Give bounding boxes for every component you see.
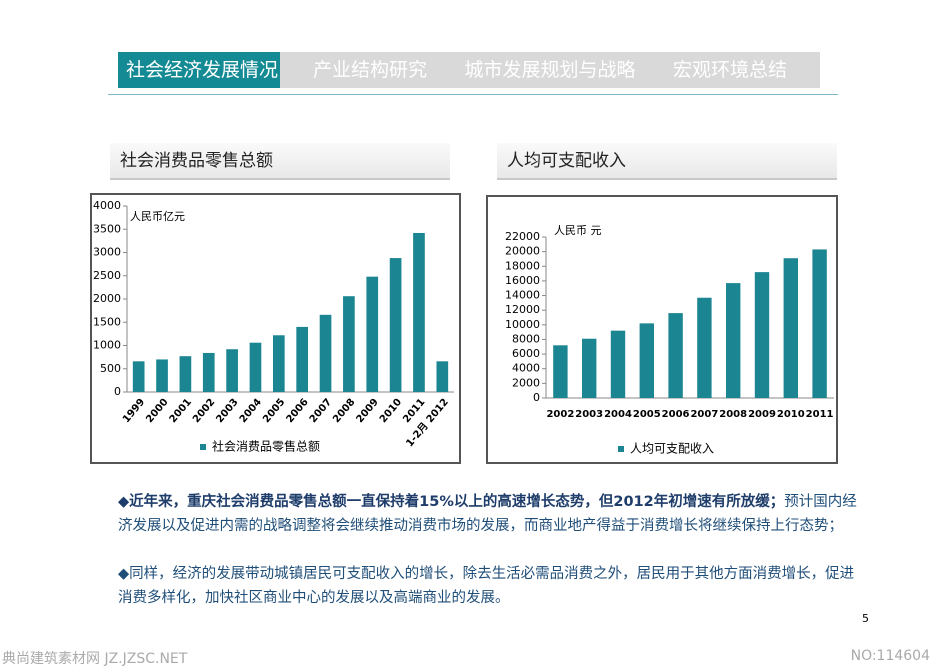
x-tick-label: 2006 <box>284 397 310 425</box>
divider <box>108 94 838 95</box>
x-tick-label: 2008 <box>331 397 357 425</box>
x-tick-label: 2011 <box>806 409 834 420</box>
y-tick-label: 22000 <box>505 230 540 243</box>
bar <box>343 296 355 392</box>
unit-label: 人民币 元 <box>554 224 602 237</box>
x-tick-label: 2009 <box>355 397 381 425</box>
chart-frame: 0 2000 4000 6000 8000 10000 12000 14000 16000 180… <box>486 195 838 464</box>
watermark: NO:114604 <box>850 648 930 664</box>
page-number: 5 <box>862 612 869 625</box>
y-tick-label: 0 <box>114 385 121 398</box>
bar <box>132 361 145 392</box>
x-tick-label: 2010 <box>378 397 404 425</box>
y-tick-label: 1500 <box>93 315 121 328</box>
bar <box>812 249 827 398</box>
bar <box>436 361 449 392</box>
bar <box>697 297 712 398</box>
y-tick-label: 6000 <box>512 347 540 360</box>
chart-frame: 0 500 1000 1500 2000 2500 3000 3500 4000 人民币亿元社会消… <box>90 193 461 464</box>
y-tick-label: 14000 <box>505 289 540 302</box>
bar <box>366 276 379 392</box>
x-tick-label: 2001 <box>168 397 194 425</box>
legend-label: 社会消费品零售总额 <box>212 439 320 454</box>
chart: 0 500 1000 1500 2000 2500 3000 3500 4000 人民币亿元社会消… <box>93 199 454 454</box>
watermark: 典尚建筑素材网 JZ.JZSC.NET <box>2 651 188 667</box>
x-tick-label: 2005 <box>261 397 287 425</box>
x-tick-label: 2010 <box>777 409 805 420</box>
y-tick-label: 0 <box>533 391 540 404</box>
tab[interactable]: 城市发展规划与战略 <box>464 59 636 81</box>
bar <box>389 258 402 392</box>
bar <box>272 335 285 392</box>
bar <box>319 314 332 392</box>
section-title: 人均可支配收入 <box>497 143 837 180</box>
bar <box>226 349 238 392</box>
x-tick-label: 2007 <box>690 409 718 420</box>
y-tick-label: 2000 <box>512 376 540 389</box>
y-tick-label: 8000 <box>512 332 540 345</box>
x-tick-label: 2005 <box>633 409 661 420</box>
x-tick-label: 2000 <box>144 397 170 425</box>
bar <box>754 272 770 398</box>
y-tick-label: 12000 <box>505 303 540 316</box>
bar <box>726 283 741 398</box>
bar <box>783 258 798 398</box>
y-tick-label: 500 <box>100 362 121 375</box>
x-tick-label: 2004 <box>238 397 264 425</box>
bar <box>202 352 215 392</box>
y-tick-label: 10000 <box>505 318 540 331</box>
y-tick-label: 3000 <box>93 246 121 259</box>
y-tick-label: 2500 <box>93 269 121 282</box>
text: 预计国内经济发展以及促进内需的战略调整将会继续推动消费市场的发展，而商业地产得益… <box>118 494 857 534</box>
y-tick-label: 1000 <box>93 339 121 352</box>
x-tick-label: 2009 <box>748 409 776 420</box>
paragraph: ◆近年来，重庆社会消费品零售总额一直保持着15%以上的高速增长态势，但2012年… <box>118 490 858 538</box>
legend-swatch <box>618 446 624 452</box>
bar <box>156 359 168 392</box>
bar <box>179 356 192 392</box>
bar <box>249 342 262 392</box>
x-tick-label: 2008 <box>719 409 747 420</box>
y-tick-label: 4000 <box>512 362 540 375</box>
x-tick-label: 1999 <box>121 397 147 425</box>
y-tick-label: 4000 <box>93 199 121 212</box>
bar <box>553 345 568 398</box>
bar <box>639 323 654 398</box>
bar <box>610 330 626 398</box>
tab[interactable]: 社会经济发展情况 <box>118 52 280 88</box>
x-tick-label: 2006 <box>662 409 690 420</box>
bar <box>296 326 309 392</box>
unit-label: 人民币亿元 <box>130 210 185 223</box>
y-tick-label: 16000 <box>505 274 540 287</box>
paragraph: ◆同样，经济的发展带动城镇居民可支配收入的增长，除去生活必需品消费之外，居民用于… <box>118 562 858 610</box>
bar <box>668 313 683 398</box>
tab-bar: 社会经济发展情况 产业结构研究 城市发展规划与战略 宏观环境总结 <box>118 52 820 88</box>
y-tick-label: 18000 <box>505 259 540 272</box>
text: ◆同样，经济的发展带动城镇居民可支配收入的增长，除去生活必需品消费之外，居民用于… <box>118 566 855 606</box>
tab[interactable]: 宏观环境总结 <box>672 59 787 81</box>
text-bold: ◆近年来，重庆社会消费品零售总额一直保持着15%以上的高速增长态势，但2012年… <box>118 494 785 510</box>
y-tick-label: 20000 <box>505 245 540 258</box>
tab[interactable]: 产业结构研究 <box>312 59 427 81</box>
y-tick-label: 3500 <box>93 222 121 235</box>
x-tick-label: 2004 <box>604 409 632 420</box>
bar <box>413 232 425 392</box>
bar <box>582 338 597 398</box>
section-title: 社会消费品零售总额 <box>110 143 450 180</box>
x-tick-label: 2003 <box>575 409 603 420</box>
x-tick-label: 2002 <box>546 409 574 420</box>
x-tick-label: 2003 <box>214 397 240 425</box>
legend-swatch <box>200 444 206 450</box>
x-tick-label: 2002 <box>191 397 217 425</box>
x-tick-label: 2007 <box>308 397 334 425</box>
y-tick-label: 2000 <box>93 292 121 305</box>
legend-label: 人均可支配收入 <box>630 442 714 456</box>
